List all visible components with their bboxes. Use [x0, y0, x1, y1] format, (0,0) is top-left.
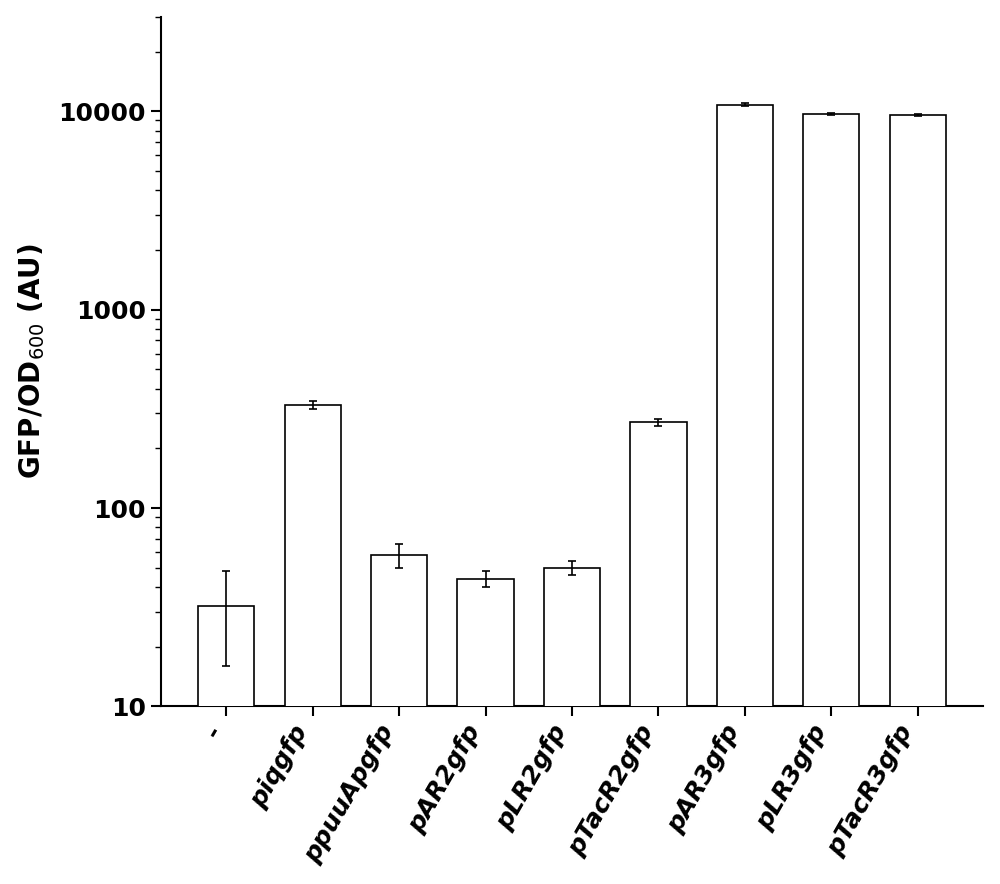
Bar: [285, 405, 341, 884]
Bar: [457, 579, 514, 884]
Bar: [630, 423, 687, 884]
Bar: [890, 115, 946, 884]
Bar: [371, 555, 427, 884]
Bar: [717, 104, 773, 884]
Bar: [544, 568, 600, 884]
Bar: [198, 606, 254, 884]
Y-axis label: GFP/OD$_{600}$ (AU): GFP/OD$_{600}$ (AU): [17, 244, 47, 479]
Bar: [803, 114, 859, 884]
